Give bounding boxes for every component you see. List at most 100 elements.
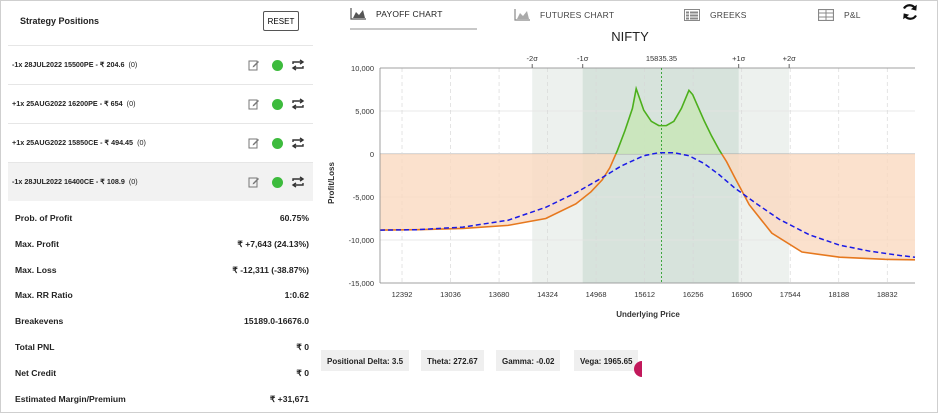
chart-tabs: PAYOFF CHART FUTURES CHART GREEKS P&L — [318, 0, 935, 30]
y-tick-label: 5,000 — [355, 107, 374, 116]
swap-icon[interactable] — [291, 176, 305, 188]
y-tick-label: 10,000 — [351, 64, 374, 73]
refresh-icon[interactable] — [900, 2, 920, 22]
x-tick-label: 17544 — [780, 290, 801, 299]
greek-vega: Vega: 1965.65 — [574, 350, 639, 371]
swap-icon[interactable] — [291, 59, 305, 71]
position-label: +1x 25AUG2022 15850CE - ₹ 494.45 — [12, 138, 134, 147]
metric-label: Max. RR Ratio — [15, 290, 73, 301]
y-tick-label: 0 — [370, 150, 374, 159]
sigma-label: -1σ — [577, 54, 589, 63]
metric-label: Net Credit — [15, 367, 57, 378]
status-dot-icon[interactable] — [272, 138, 283, 149]
metric-value: 15189.0-16676.0 — [244, 316, 309, 327]
metric-row: Estimated Margin/Premium ₹ +31,671 — [8, 385, 313, 411]
position-count: (0) — [137, 138, 146, 147]
x-tick-label: 16256 — [683, 290, 704, 299]
status-dot-icon[interactable] — [272, 99, 283, 110]
edit-icon[interactable] — [248, 176, 260, 188]
edit-icon[interactable] — [248, 137, 260, 149]
chart-title: NIFTY — [611, 29, 649, 44]
metric-row: Max. Loss ₹ -12,311 (-38.87%) — [8, 256, 313, 282]
chat-bubble-icon[interactable] — [634, 361, 642, 377]
metric-value: 60.75% — [279, 213, 309, 223]
position-row[interactable]: -1x 28JUL2022 15500PE - ₹ 204.6 (0) — [8, 45, 313, 84]
position-count: (0) — [126, 99, 136, 108]
tab-pnl[interactable]: P&L — [818, 0, 861, 30]
metric-row: Max. Profit ₹ +7,643 (24.13%) — [8, 230, 313, 256]
chart-background-layer — [380, 64, 915, 284]
x-axis-label: Underlying Price — [616, 310, 680, 319]
sigma-label: -2σ — [527, 54, 539, 63]
metric-row: Max. RR Ratio 1:0.62 — [8, 281, 313, 307]
x-tick-label: 13036 — [440, 290, 461, 299]
tab-label: GREEKS — [710, 10, 747, 20]
metric-row: Prob. of Profit 60.75% — [8, 204, 313, 230]
metric-value: ₹ 0 — [296, 341, 309, 352]
x-tick-label: 15612 — [634, 290, 655, 299]
status-dot-icon[interactable] — [272, 177, 283, 188]
tab-futures-chart[interactable]: FUTURES CHART — [514, 0, 614, 30]
position-row[interactable]: -1x 28JUL2022 16400CE - ₹ 108.9 (0) — [8, 162, 313, 201]
spot-price-label: 15835.35 — [646, 54, 677, 63]
payoff-chart-svg: NIFTY Profit/Loss Underlying Price 10,00… — [327, 29, 916, 319]
metric-label: Breakevens — [15, 316, 64, 327]
tab-label: P&L — [844, 10, 861, 20]
metric-row: Breakevens 15189.0-16676.0 — [8, 307, 313, 333]
strategy-panel: Strategy Positions RESET -1x 28JUL2022 1… — [8, 4, 313, 409]
tab-payoff-chart[interactable]: PAYOFF CHART — [350, 0, 477, 30]
tab-label: FUTURES CHART — [540, 10, 615, 20]
status-dot-icon[interactable] — [272, 60, 283, 71]
y-tick-label: -10,000 — [349, 236, 374, 245]
payoff-chart: NIFTY Profit/Loss Underlying Price 10,00… — [318, 28, 935, 328]
edit-icon[interactable] — [248, 98, 260, 110]
metric-value: 1:0.62 — [284, 290, 309, 301]
y-tick-label: -5,000 — [353, 193, 374, 202]
tab-greeks[interactable]: GREEKS — [684, 0, 747, 30]
table-list-icon — [684, 9, 700, 21]
x-tick-label: 14968 — [586, 290, 607, 299]
y-tick-label: -15,000 — [349, 279, 374, 288]
reset-button[interactable]: RESET — [263, 11, 299, 31]
metric-label: Total PNL — [15, 341, 55, 352]
sigma-label: +1σ — [732, 54, 746, 63]
position-label: -1x 28JUL2022 16400CE - ₹ 108.9 — [12, 177, 125, 186]
greek-positional-delta: Positional Delta: 3.5 — [321, 350, 410, 371]
metric-row: Total PNL ₹ 0 — [8, 333, 313, 359]
metric-value: ₹ +7,643 (24.13%) — [237, 238, 309, 249]
greek-theta: Theta: 272.67 — [421, 350, 484, 371]
position-row[interactable]: +1x 25AUG2022 16200PE - ₹ 654 (0) — [8, 84, 313, 123]
profit-area — [380, 88, 915, 154]
x-tick-label: 18188 — [828, 290, 849, 299]
metric-row: Net Credit ₹ 0 — [8, 359, 313, 385]
metrics-list: Prob. of Profit 60.75% Max. Profit ₹ +7,64… — [8, 204, 313, 410]
grid-table-icon — [818, 9, 834, 21]
strategy-header: Strategy Positions RESET — [8, 4, 313, 40]
loss-area — [380, 154, 915, 260]
area-chart-icon — [514, 9, 530, 21]
x-tick-label: 13680 — [489, 290, 510, 299]
position-label: +1x 25AUG2022 16200PE - ₹ 654 — [12, 99, 123, 108]
target-day-line — [379, 151, 916, 258]
position-count: (0) — [128, 60, 138, 69]
y-axis-label: Profit/Loss — [327, 162, 336, 204]
position-row[interactable]: +1x 25AUG2022 15850CE - ₹ 494.45 (0) — [8, 123, 313, 162]
metric-value: ₹ +31,671 — [269, 393, 309, 404]
greek-gamma: Gamma: -0.02 — [496, 350, 561, 371]
position-label: -1x 28JUL2022 15500PE - ₹ 204.6 — [12, 60, 125, 69]
swap-icon[interactable] — [291, 98, 305, 110]
x-tick-label: 12392 — [392, 290, 413, 299]
metric-label: Estimated Margin/Premium — [15, 393, 126, 404]
position-count: (0) — [128, 177, 138, 186]
positions-list: -1x 28JUL2022 15500PE - ₹ 204.6 (0) +1x … — [8, 45, 313, 201]
x-tick-label: 16900 — [731, 290, 752, 299]
x-tick-label: 14324 — [537, 290, 558, 299]
payoff-line-profit — [614, 85, 723, 154]
metric-label: Max. Loss — [15, 264, 57, 275]
metric-value: ₹ 0 — [296, 367, 309, 378]
metric-label: Max. Profit — [15, 238, 59, 249]
swap-icon[interactable] — [291, 137, 305, 149]
edit-icon[interactable] — [248, 59, 260, 71]
sigma-1-band — [582, 68, 739, 283]
tab-label: PAYOFF CHART — [376, 9, 443, 19]
